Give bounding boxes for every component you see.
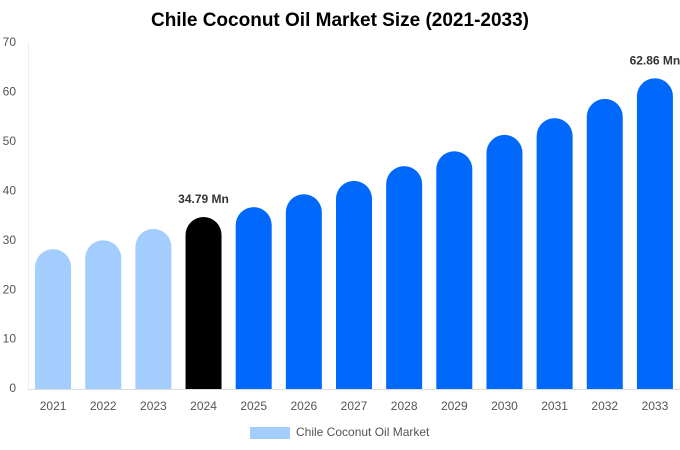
y-tick-label: 20 (3, 282, 17, 296)
y-tick-label: 10 (3, 332, 17, 346)
bar (386, 166, 423, 389)
bar (586, 98, 623, 390)
legend-label: Chile Coconut Oil Market (296, 425, 430, 439)
x-tick-label: 2025 (240, 399, 267, 413)
x-tick-label: 2023 (140, 399, 167, 413)
bar (336, 180, 372, 389)
y-tick-label: 30 (3, 233, 17, 247)
data-label: 34.79 Mn (178, 192, 229, 206)
x-tick-label: 2029 (441, 399, 468, 413)
bar (436, 151, 473, 389)
bar (636, 78, 673, 390)
x-tick-label: 2026 (290, 399, 317, 413)
bar (536, 118, 573, 389)
bar (185, 217, 222, 389)
y-tick-label: 70 (3, 35, 17, 49)
y-tick-label: 40 (3, 183, 17, 197)
bar (135, 228, 172, 389)
y-tick-label: 0 (9, 381, 16, 395)
bar (85, 240, 122, 389)
x-tick-label: 2031 (541, 399, 568, 413)
data-label: 62.86 Mn (630, 53, 680, 67)
x-tick-label: 2030 (491, 399, 518, 413)
bar (235, 207, 272, 389)
x-tick-label: 2033 (642, 399, 669, 413)
x-tick-label: 2032 (591, 399, 618, 413)
bar (285, 194, 322, 389)
bar (35, 249, 72, 389)
legend-swatch (250, 427, 290, 439)
y-tick-label: 50 (3, 134, 17, 148)
x-tick-label: 2022 (90, 399, 117, 413)
x-tick-label: 2028 (391, 399, 418, 413)
x-tick-label: 2021 (40, 399, 67, 413)
chart-title: Chile Coconut Oil Market Size (2021-2033… (151, 10, 529, 31)
x-tick-label: 2024 (190, 399, 217, 413)
y-tick-label: 60 (3, 85, 17, 99)
x-tick-label: 2027 (341, 399, 368, 413)
bar (486, 134, 523, 389)
